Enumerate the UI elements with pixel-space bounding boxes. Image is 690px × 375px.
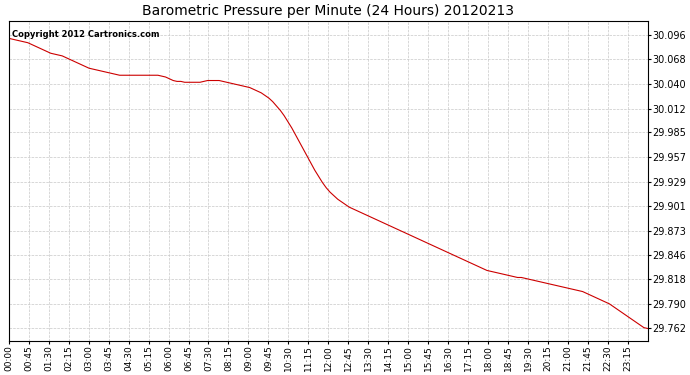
Title: Barometric Pressure per Minute (24 Hours) 20120213: Barometric Pressure per Minute (24 Hours… bbox=[142, 4, 514, 18]
Text: Copyright 2012 Cartronics.com: Copyright 2012 Cartronics.com bbox=[12, 30, 159, 39]
